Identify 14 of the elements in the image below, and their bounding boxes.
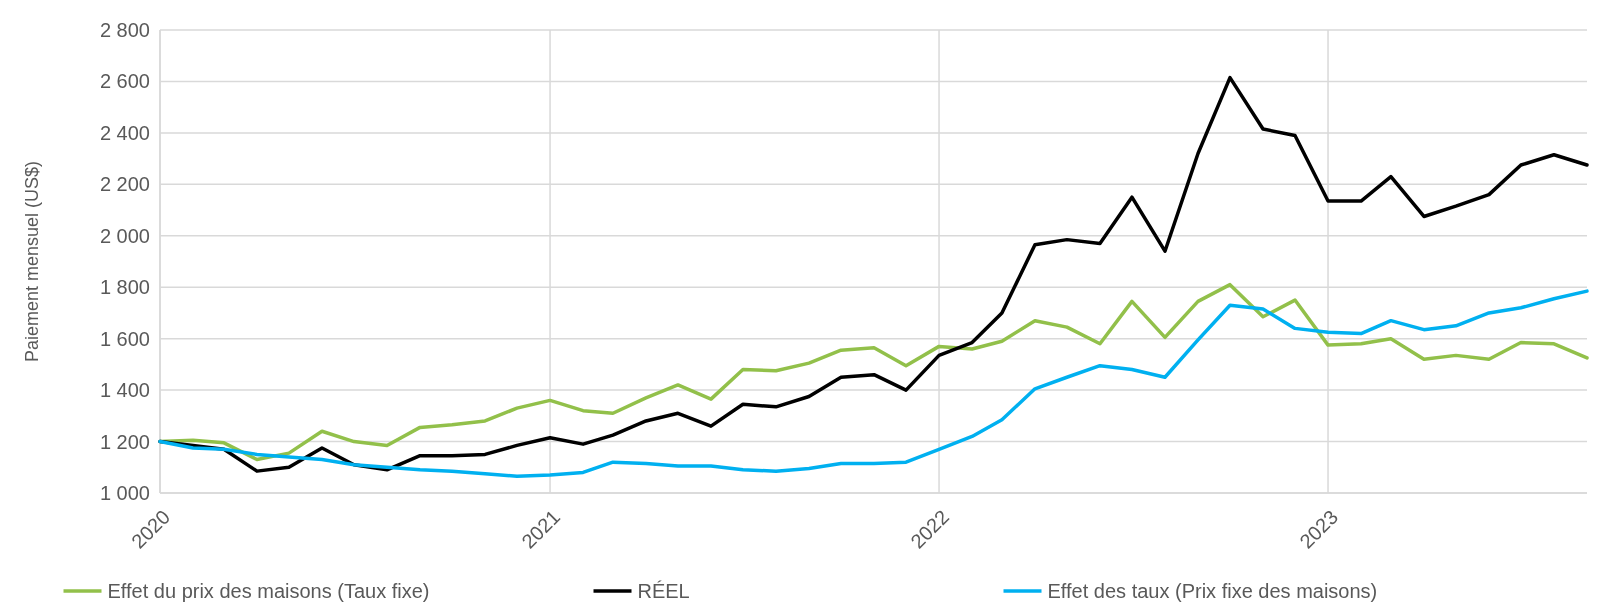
- legend-label: Effet des taux (Prix fixe des maisons): [1047, 580, 1378, 602]
- legend-label: RÉEL: [637, 580, 690, 602]
- y-tick-label: 2 000: [99, 224, 150, 247]
- y-tick-label: 1 200: [99, 430, 150, 453]
- legend-label: Effet du prix des maisons (Taux fixe): [107, 580, 430, 602]
- y-tick-label: 1 800: [99, 276, 150, 299]
- y-axis-title: Paiement mensuel (US$): [22, 160, 42, 363]
- y-tick-label: 1 400: [99, 379, 150, 402]
- y-tick-label: 1 000: [99, 482, 150, 504]
- y-tick-label: 2 600: [99, 70, 150, 93]
- y-tick-label: 1 600: [99, 327, 150, 350]
- y-tick-label: 2 800: [99, 19, 150, 41]
- y-tick-label: 2 200: [99, 173, 150, 196]
- y-tick-label: 2 400: [99, 121, 150, 144]
